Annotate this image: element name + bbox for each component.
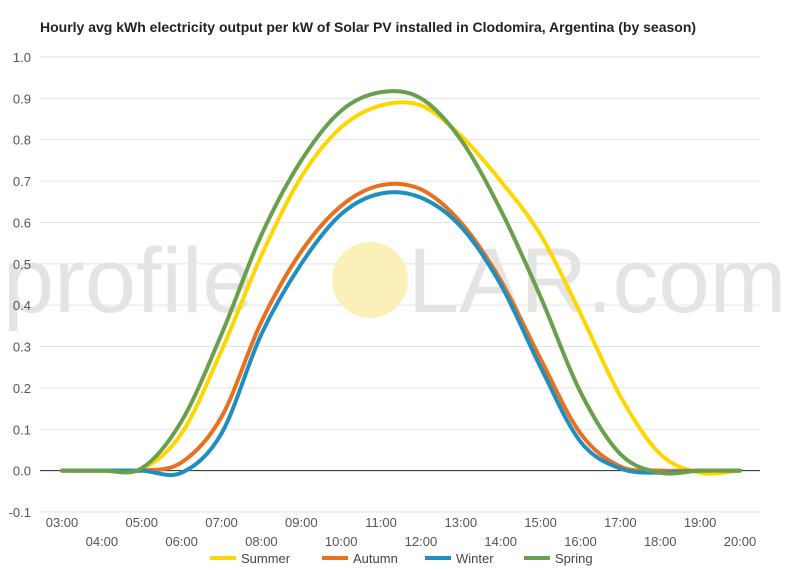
y-axis-ticks: 1.0 0.9 0.8 0.7 0.6 0.5 0.4 0.3 0.2 0.1 0.0 -0.1 (9, 50, 31, 520)
y-tick-label: 0.7 (13, 174, 31, 189)
watermark-text-right: LAR.com (408, 230, 786, 332)
x-tick-label: 18:00 (644, 534, 677, 549)
x-tick-label: 08:00 (245, 534, 278, 549)
x-tick-label: 03:00 (46, 515, 79, 530)
series-line-spring (60, 89, 742, 476)
x-tick-label: 07:00 (205, 515, 238, 530)
series-line-winter (60, 190, 742, 478)
watermark-text-left: profile (3, 230, 254, 332)
x-axis-ticks: 03:00 04:00 05:00 06:00 07:00 08:00 09:00 10:00… (46, 515, 757, 549)
x-tick-label: 14:00 (484, 534, 517, 549)
y-tick-label: 0.6 (13, 215, 31, 230)
x-tick-label: 13:00 (445, 515, 478, 530)
x-tick-label: 10:00 (325, 534, 358, 549)
y-tick-label: 0.4 (13, 298, 31, 313)
legend-label-spring: Spring (555, 551, 593, 566)
x-tick-label: 06:00 (165, 534, 198, 549)
x-tick-label: 11:00 (365, 515, 397, 530)
y-tick-label: 0.8 (13, 133, 31, 148)
series-layer (60, 89, 742, 478)
watermark-sun-icon (332, 242, 408, 318)
y-tick-label: 0.3 (13, 340, 31, 355)
y-tick-label: 0.1 (13, 422, 31, 437)
y-tick-label: 0.0 (13, 464, 31, 479)
x-tick-label: 04:00 (86, 534, 119, 549)
legend-label-winter: Winter (456, 551, 494, 566)
x-tick-label: 16:00 (564, 534, 597, 549)
watermark: profile LAR.com (3, 230, 786, 332)
x-tick-label: 20:00 (724, 534, 757, 549)
chart-title: Hourly avg kWh electricity output per kW… (40, 19, 697, 35)
y-tick-label: -0.1 (9, 505, 31, 520)
x-tick-label: 09:00 (285, 515, 318, 530)
x-tick-label: 12:00 (405, 534, 438, 549)
legend-label-autumn: Autumn (353, 551, 398, 566)
x-tick-label: 19:00 (684, 515, 717, 530)
legend-label-summer: Summer (241, 551, 291, 566)
y-tick-label: 0.5 (13, 257, 31, 272)
y-tick-label: 1.0 (13, 50, 31, 65)
x-tick-label: 15:00 (524, 515, 557, 530)
x-tick-label: 05:00 (125, 515, 158, 530)
y-tick-label: 0.2 (13, 381, 31, 396)
y-tick-label: 0.9 (13, 91, 31, 106)
x-tick-label: 17:00 (604, 515, 637, 530)
series-line-summer (60, 100, 742, 476)
legend: Summer Autumn Winter Spring (210, 551, 593, 566)
